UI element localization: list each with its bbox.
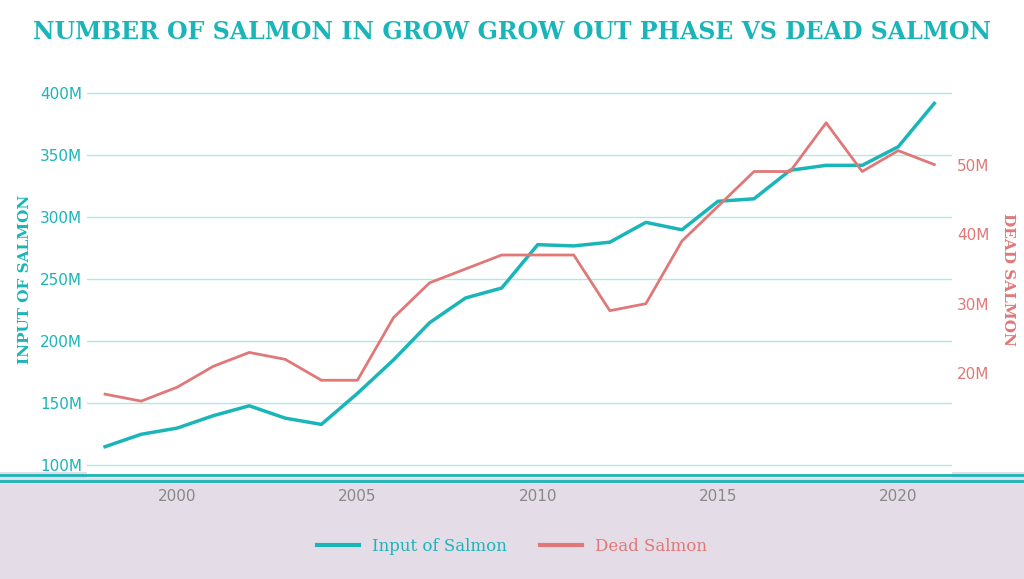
Legend: Input of Salmon, Dead Salmon: Input of Salmon, Dead Salmon [310, 532, 714, 562]
Y-axis label: INPUT OF SALMON: INPUT OF SALMON [17, 195, 32, 364]
Y-axis label: DEAD SALMON: DEAD SALMON [1000, 213, 1015, 346]
Text: NUMBER OF SALMON IN GROW GROW OUT PHASE VS DEAD SALMON: NUMBER OF SALMON IN GROW GROW OUT PHASE … [33, 20, 991, 44]
